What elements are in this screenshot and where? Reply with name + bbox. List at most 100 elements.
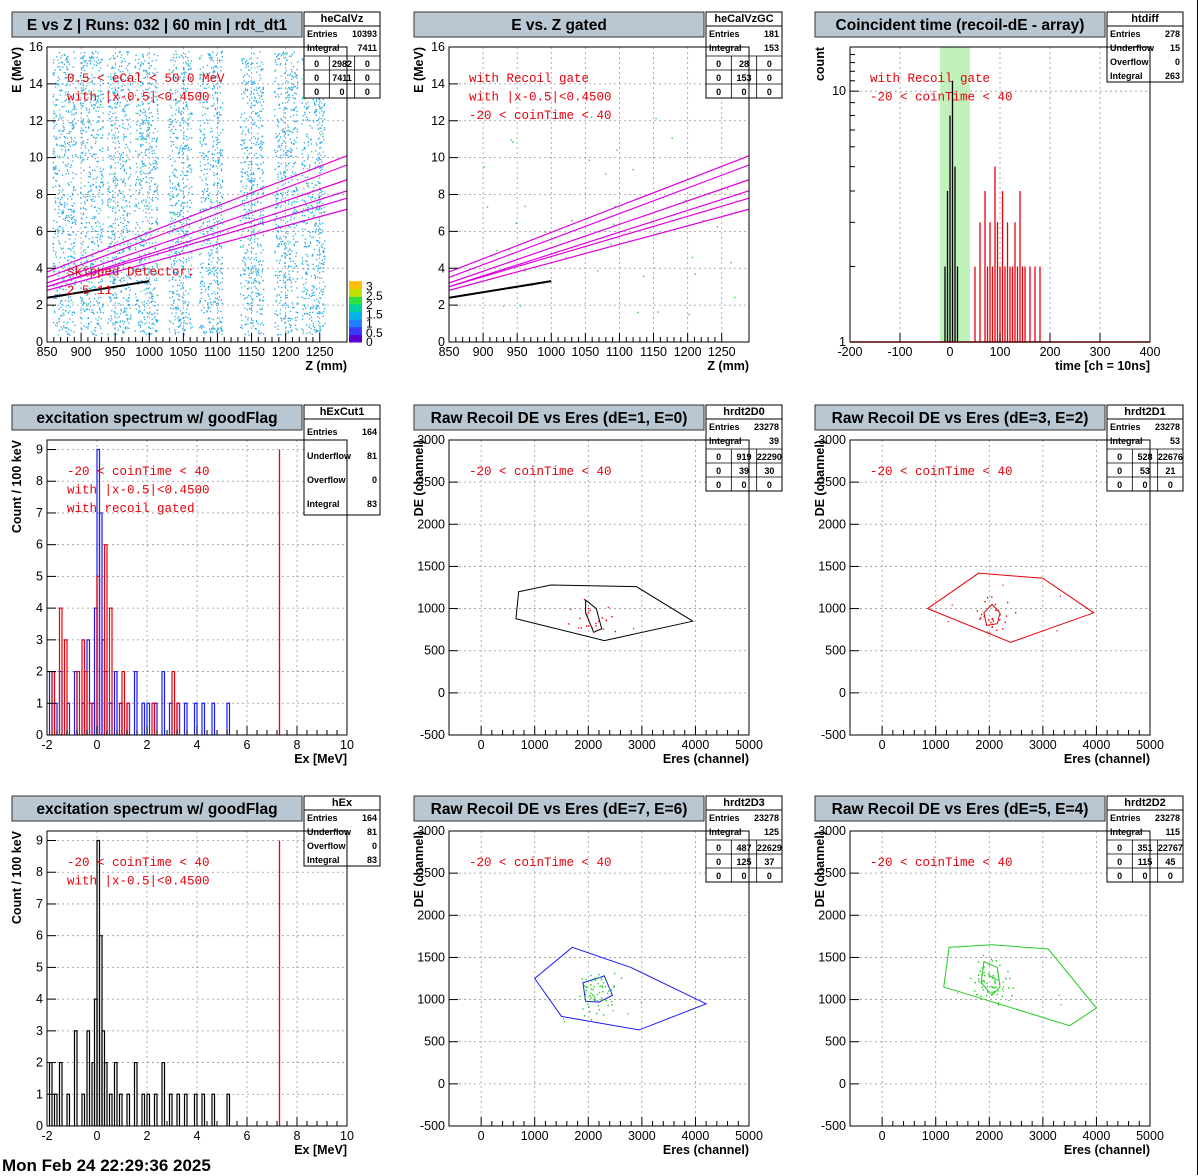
heatmap-cell — [117, 162, 118, 163]
stats-key: Entries — [307, 29, 338, 39]
heatmap-cell — [212, 235, 213, 236]
heatmap-cell — [302, 97, 303, 98]
heatmap-cell — [122, 199, 123, 200]
heatmap-cell — [95, 196, 96, 197]
heatmap-cell — [70, 196, 71, 197]
heatmap-cell — [280, 313, 281, 314]
heatmap-cell — [170, 119, 171, 120]
heatmap-cell — [123, 134, 124, 135]
heatmap-cell — [62, 67, 63, 68]
heatmap-cell — [241, 144, 242, 145]
heatmap-cell — [323, 151, 324, 152]
heatmap-cell — [119, 105, 120, 106]
scatter-point — [692, 257, 693, 258]
heatmap-cell — [75, 87, 76, 88]
heatmap-cell — [208, 198, 209, 199]
heatmap-cell — [190, 63, 191, 64]
heatmap-cell — [204, 331, 205, 332]
heatmap-cell — [317, 205, 318, 206]
heatmap-cell — [137, 155, 138, 156]
heatmap-cell — [63, 229, 64, 230]
heatmap-cell — [179, 259, 180, 260]
heatmap-cell — [276, 156, 277, 157]
heatmap-cell — [63, 218, 64, 219]
heatmap-cell — [186, 261, 187, 262]
heatmap-cell — [208, 289, 209, 290]
heatmap-cell — [283, 122, 284, 123]
heatmap-cell — [141, 302, 142, 303]
heatmap-cell — [320, 155, 321, 156]
heatmap-cell — [216, 324, 217, 325]
heatmap-cell — [221, 246, 222, 247]
heatmap-cell — [156, 162, 157, 163]
heatmap-cell — [54, 72, 55, 73]
stats-grid-cell: 0 — [767, 59, 772, 69]
heatmap-cell — [261, 314, 262, 315]
heatmap-cell — [65, 241, 66, 242]
heatmap-cell — [294, 163, 295, 164]
heatmap-cell — [293, 166, 294, 167]
kinematic-line — [47, 156, 347, 272]
heatmap-cell — [243, 91, 244, 92]
heatmap-cell — [243, 186, 244, 187]
heatmap-cell — [179, 157, 180, 158]
x-tick-label: 1150 — [238, 345, 265, 359]
heatmap-cell — [210, 59, 211, 60]
heatmap-cell — [72, 193, 73, 194]
heatmap-cell — [90, 306, 91, 307]
heatmap-cell — [187, 202, 188, 203]
heatmap-cell — [294, 92, 295, 93]
heatmap-cell — [291, 90, 292, 91]
heatmap-cell — [247, 323, 248, 324]
heatmap-cell — [125, 289, 126, 290]
heatmap-cell — [213, 246, 214, 247]
heatmap-cell — [67, 198, 68, 199]
heatmap-cell — [277, 204, 278, 205]
heatmap-cell — [170, 124, 171, 125]
heatmap-cell — [87, 63, 88, 64]
heatmap-cell — [290, 116, 291, 117]
heatmap-cell — [208, 296, 209, 297]
heatmap-cell — [53, 151, 54, 152]
heatmap-cell — [210, 131, 211, 132]
heatmap-cell — [94, 60, 95, 61]
heatmap-cell — [284, 135, 285, 136]
heatmap-cell — [124, 244, 125, 245]
heatmap-cell — [259, 75, 260, 76]
heatmap-cell — [114, 155, 115, 156]
heatmap-cell — [137, 300, 138, 301]
heatmap-cell — [175, 205, 176, 206]
heatmap-cell — [215, 174, 216, 175]
heatmap-cell — [175, 253, 176, 254]
heatmap-cell — [323, 113, 324, 114]
heatmap-cell — [74, 246, 75, 247]
heatmap-cell — [283, 304, 284, 305]
heatmap-cell — [283, 172, 284, 173]
heatmap-cell — [206, 267, 207, 268]
heatmap-cell — [53, 118, 54, 119]
heatmap-cell — [87, 199, 88, 200]
heatmap-cell — [311, 333, 312, 334]
heatmap-cell — [297, 129, 298, 130]
heatmap-cell — [100, 281, 101, 282]
heatmap-cell — [251, 305, 252, 306]
x-tick-label: 1200 — [272, 345, 300, 359]
heatmap-cell — [92, 237, 93, 238]
heatmap-cell — [123, 323, 124, 324]
heatmap-cell — [119, 66, 120, 67]
heatmap-cell — [281, 130, 282, 131]
heatmap-cell — [295, 317, 296, 318]
heatmap-cell — [175, 119, 176, 120]
heatmap-cell — [66, 166, 67, 167]
heatmap-cell — [211, 105, 212, 106]
heatmap-cell — [53, 168, 54, 169]
heatmap-cell — [289, 270, 290, 271]
heatmap-cell — [175, 213, 176, 214]
heatmap-cell — [309, 318, 310, 319]
heatmap-cell — [260, 244, 261, 245]
heatmap-cell — [62, 280, 63, 281]
heatmap-cell — [176, 188, 177, 189]
heatmap-cell — [188, 260, 189, 261]
heatmap-cell — [303, 298, 304, 299]
heatmap-cell — [101, 232, 102, 233]
